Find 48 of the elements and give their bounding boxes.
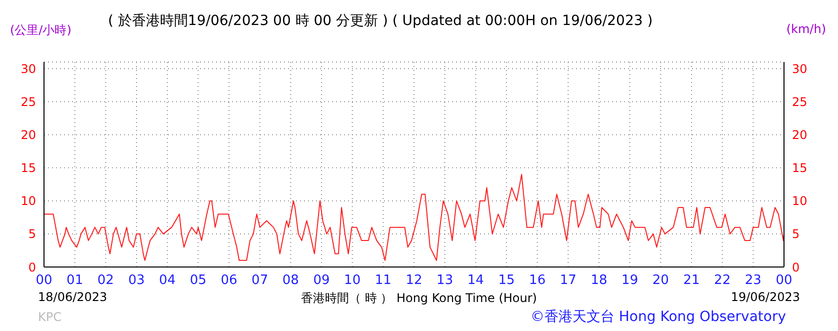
text: KPC [38,310,62,324]
y2-tick-label: 5 [792,227,800,242]
x-tick-label: 19 [622,273,638,288]
x-tick-label: 08 [282,273,299,288]
x-tick-label: 21 [683,273,700,288]
chart-title: ( 於香港時間19/06/2023 00 時 00 分更新 ) ( Updated at 00:00H on 19/06/2023 ) [108,12,653,30]
text: 19/06/2023 [730,290,800,304]
x-tick-label: 05 [190,273,206,288]
y-tick-label: 5 [28,227,36,242]
line-series [44,174,784,261]
x-tick-label: 22 [714,273,731,288]
y-tick-label: 25 [20,94,36,109]
y-tick-label: 20 [20,128,36,142]
x-tick-label: 02 [97,273,114,288]
y-tick-label: 30 [20,62,36,76]
x-tick-label: 04 [159,273,176,288]
y-tick-label: 15 [20,161,36,176]
y-tick-label: 0 [28,260,36,274]
x-axis-title: 香港時間（ 時 ） Hong Kong Time (Hour) [301,291,537,305]
text: 18/06/2023 [38,290,108,304]
x-tick-label: 09 [313,273,330,288]
x-tick-label: 07 [252,273,268,288]
y-tick-label: 10 [20,194,36,208]
x-tick-label: 23 [744,273,762,288]
text: ©香港天文台 Hong Kong Observatory [530,308,786,326]
y2-tick-label: 10 [792,194,808,208]
x-tick-label: 16 [529,273,546,288]
y-axis-title: (公里/小時) [10,22,72,39]
x-tick-label: 10 [344,273,361,288]
y2-axis-title: (km/h) [786,22,826,36]
x-tick-label: 00 [776,273,792,288]
x-tick-label: 15 [498,273,515,288]
x-tick-label: 01 [66,273,84,288]
x-tick-label: 11 [374,273,392,288]
y2-tick-label: 20 [792,128,808,142]
x-tick-label: 14 [467,273,484,288]
y2-tick-label: 30 [792,62,808,76]
x-tick-label: 06 [220,273,238,288]
x-tick-label: 12 [406,273,422,288]
y2-tick-label: 15 [792,161,808,176]
x-tick-label: 17 [560,273,576,288]
y2-tick-label: 0 [792,260,800,274]
x-tick-label: 00 [36,273,52,288]
x-tick-label: 18 [590,273,608,288]
x-tick-label: 13 [436,273,454,288]
y2-tick-label: 25 [792,94,808,109]
x-tick-label: 03 [128,273,145,288]
x-tick-label: 20 [652,273,669,288]
